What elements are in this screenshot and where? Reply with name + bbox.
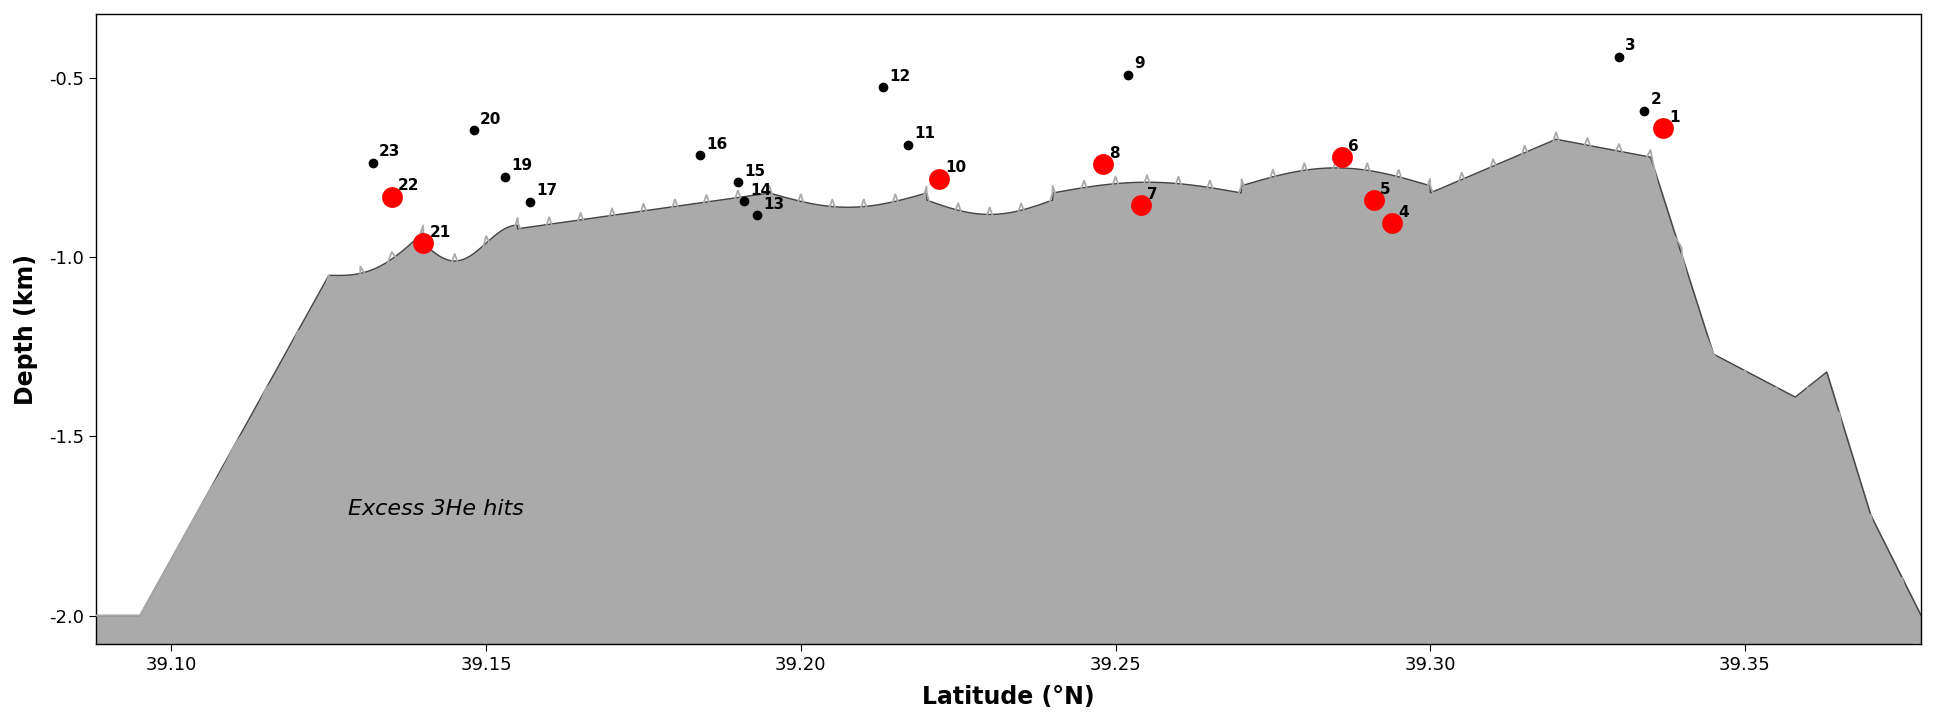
Text: 22: 22 xyxy=(399,178,420,193)
Text: 6: 6 xyxy=(1349,139,1358,153)
Text: Excess 3He hits: Excess 3He hits xyxy=(348,500,524,519)
Text: 13: 13 xyxy=(762,197,784,212)
Text: 23: 23 xyxy=(379,144,401,159)
Text: 14: 14 xyxy=(751,183,772,197)
Text: 17: 17 xyxy=(536,184,557,198)
Text: 11: 11 xyxy=(913,126,935,141)
Text: 9: 9 xyxy=(1134,56,1146,71)
Text: 4: 4 xyxy=(1399,205,1409,220)
Y-axis label: Depth (km): Depth (km) xyxy=(14,254,39,405)
Text: 21: 21 xyxy=(430,225,451,239)
Text: 12: 12 xyxy=(888,69,909,84)
X-axis label: Latitude (°N): Latitude (°N) xyxy=(923,685,1095,709)
Text: 8: 8 xyxy=(1109,146,1120,161)
Text: 10: 10 xyxy=(946,160,968,175)
Text: 15: 15 xyxy=(745,163,766,179)
Text: 19: 19 xyxy=(511,158,532,174)
Text: 5: 5 xyxy=(1380,181,1391,197)
Text: 1: 1 xyxy=(1670,110,1680,125)
Text: 3: 3 xyxy=(1625,38,1635,54)
Text: 20: 20 xyxy=(480,111,501,127)
Text: 7: 7 xyxy=(1147,187,1157,202)
Text: 2: 2 xyxy=(1651,92,1662,107)
Text: 16: 16 xyxy=(706,137,728,152)
